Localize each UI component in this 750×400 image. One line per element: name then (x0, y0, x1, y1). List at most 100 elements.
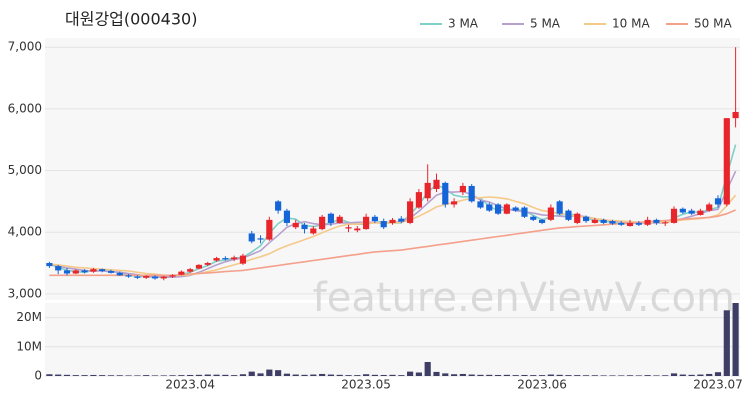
candle-body (706, 204, 713, 211)
volume-bar (257, 373, 264, 376)
chart-title: 대원강업(000430) (65, 10, 197, 29)
volume-bar (723, 310, 730, 376)
volume-bar (451, 374, 458, 376)
candle-body (662, 222, 669, 224)
candle-body (653, 219, 660, 223)
volume-bar (574, 375, 581, 376)
y-tick-label: 20M (16, 310, 42, 324)
candle-body (600, 219, 607, 223)
candle-body (688, 210, 695, 214)
volume-bar (600, 375, 607, 376)
x-tick-label: 2023.06 (517, 378, 567, 392)
y-tick-label: 7,000 (8, 40, 42, 54)
volume-bar (310, 374, 317, 376)
volume-bar (670, 373, 678, 376)
volume-bar (486, 374, 493, 376)
y-tick-label: 6,000 (8, 101, 42, 115)
candle-body (635, 222, 642, 225)
volume-bar (151, 375, 159, 376)
candle-body (626, 222, 634, 227)
candle-body (81, 270, 88, 273)
legend-label: 50 MA (694, 17, 732, 31)
candle-body (354, 228, 361, 231)
candle-body (398, 218, 405, 222)
volume-bar (591, 375, 598, 376)
candle-body (371, 216, 378, 222)
volume-bar (231, 375, 238, 376)
volume-bar (46, 374, 53, 376)
candle-body (547, 207, 554, 220)
candle-body (169, 275, 176, 277)
volume-bar (459, 373, 466, 376)
candle-body (292, 222, 299, 228)
candle-body (266, 219, 273, 240)
legend-label: 3 MA (448, 17, 479, 31)
volume-bar (521, 374, 528, 376)
volume-bar (178, 375, 185, 376)
candle-body (574, 213, 581, 223)
candle-body (468, 185, 475, 202)
volume-bar (371, 374, 378, 376)
volume-bar (187, 374, 194, 376)
volume-bar (494, 374, 502, 376)
candle-body (178, 271, 185, 275)
volume-bar (626, 375, 634, 376)
y-tick-label: 10M (16, 339, 42, 353)
volume-bar (275, 370, 282, 376)
volume-bar (345, 375, 352, 376)
volume-bar (301, 374, 308, 376)
volume-bar (538, 375, 546, 376)
candle-body (459, 185, 466, 193)
volume-bar (55, 374, 62, 376)
volume-bar (547, 374, 554, 376)
volume-bar (415, 372, 422, 376)
candle-body (424, 182, 431, 199)
candle-body (433, 179, 440, 190)
candle-body (248, 233, 255, 242)
candle-body (582, 216, 590, 222)
candle-body (55, 266, 62, 271)
y-tick-label: 3,000 (8, 286, 42, 300)
volume-bar (336, 374, 343, 376)
volume-bar (433, 371, 440, 376)
volume-bar (99, 375, 106, 376)
candle-body (301, 224, 308, 230)
candle-body (239, 255, 247, 264)
volume-bar (714, 372, 722, 376)
volume-bar (530, 375, 537, 376)
candle-body (556, 201, 563, 214)
volume-bar (63, 374, 71, 376)
candle-body (591, 219, 598, 223)
candle-body (538, 219, 546, 223)
candle-body (486, 204, 493, 211)
candle-body (90, 269, 97, 272)
y-tick-label: 5,000 (8, 163, 42, 177)
volume-bar (363, 374, 370, 376)
volume-bar (81, 375, 88, 376)
volume-bar (407, 371, 414, 376)
candle-body (336, 216, 343, 223)
candle-body (670, 208, 678, 223)
candle-body (46, 263, 53, 267)
candle-body (275, 201, 282, 211)
volume-bar (292, 374, 299, 376)
x-tick-label: 2023.05 (341, 378, 391, 392)
candle-body (723, 118, 730, 205)
price-panel (45, 38, 740, 300)
candle-body (714, 198, 722, 205)
volume-bar (248, 371, 255, 376)
volume-bar (644, 375, 651, 376)
volume-bar (266, 369, 273, 376)
volume-bar (556, 374, 563, 376)
volume-bar (125, 375, 132, 376)
volume-bar (160, 375, 167, 376)
volume-bar (72, 375, 79, 376)
volume-bar (424, 361, 431, 376)
volume-bar (697, 374, 704, 376)
volume-bar (327, 374, 334, 376)
candle-body (345, 227, 352, 229)
volume-bar (565, 375, 572, 376)
volume-bar (468, 374, 475, 376)
volume-bar (635, 375, 642, 376)
